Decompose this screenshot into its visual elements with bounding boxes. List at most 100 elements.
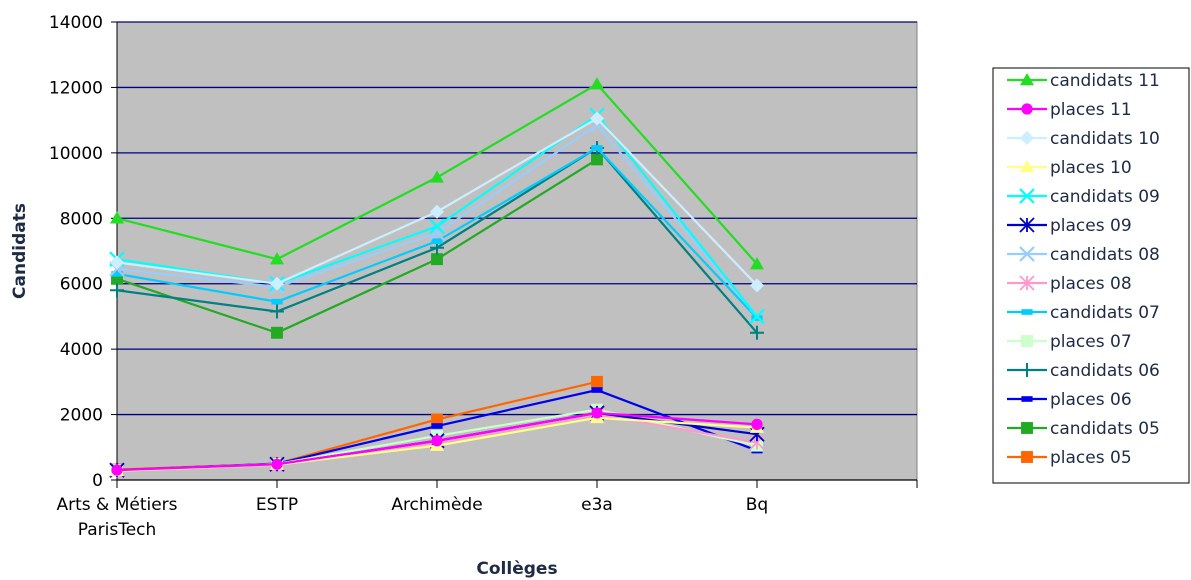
x-tick-label-line: Arts & Métiers — [56, 495, 177, 515]
data-point — [271, 298, 283, 305]
series-layer — [109, 77, 765, 479]
legend-swatch-marker — [1019, 217, 1035, 233]
legend-label: places 07 — [1050, 332, 1132, 352]
data-point — [111, 271, 123, 277]
legend-label: places 08 — [1050, 274, 1132, 294]
data-point — [591, 387, 603, 393]
legend-swatch-marker — [1021, 396, 1033, 402]
series-candidats-11 — [110, 77, 764, 270]
legend-item: places 05 — [1007, 448, 1132, 468]
legend-swatch-marker — [1021, 335, 1033, 347]
legend-item: places 11 — [1007, 100, 1132, 120]
data-point — [751, 418, 763, 430]
data-point — [270, 304, 284, 319]
x-tick-labels: Arts & Métiers ParisTech ESTP Archimède e3a B… — [56, 495, 768, 540]
legend-label: places 11 — [1050, 100, 1132, 120]
legend-item: candidats 08 — [1007, 245, 1160, 265]
legend-label: places 10 — [1050, 158, 1132, 178]
legend: candidats 11 places 11 candidats 10 places … — [992, 67, 1190, 484]
data-point — [590, 77, 604, 90]
series-candidats-10 — [110, 111, 764, 293]
legend-item: candidats 06 — [1007, 361, 1160, 381]
data-point — [431, 238, 443, 244]
legend-item: places 08 — [1007, 274, 1132, 294]
data-point — [111, 272, 123, 285]
plot-area — [116, 21, 918, 481]
x-tick-label: Arts & Métiers ParisTech — [56, 495, 177, 540]
data-point — [271, 326, 283, 339]
data-point — [431, 435, 443, 447]
data-point — [110, 283, 124, 298]
data-point — [430, 170, 444, 183]
legend-item: places 06 — [1007, 390, 1132, 410]
x-tick-label-line: Archimède — [391, 495, 482, 515]
data-point — [270, 252, 284, 265]
data-point — [591, 153, 603, 166]
y-tick-labels: 0 2000 4000 6000 8000 10000 12000 14000 — [49, 13, 103, 491]
legend-label: candidats 11 — [1050, 71, 1160, 91]
legend-swatch-marker — [1021, 309, 1033, 315]
legend-item: places 09 — [1007, 216, 1132, 236]
x-tick-label: Archimède — [391, 495, 482, 515]
legend-item: candidats 09 — [1007, 187, 1160, 207]
legend-swatch-marker — [1021, 451, 1033, 463]
series-line — [116, 158, 598, 334]
x-tick-label-line: ParisTech — [78, 520, 157, 540]
legend-swatch-marker — [1019, 246, 1035, 262]
legend-item: candidats 10 — [1007, 129, 1160, 149]
data-point — [591, 407, 603, 419]
legend-swatch-marker — [1020, 131, 1034, 145]
data-point — [431, 253, 443, 266]
x-tick-label-line: ESTP — [256, 495, 298, 515]
data-point — [110, 255, 124, 270]
series-candidats-05 — [111, 153, 603, 339]
data-point — [270, 276, 284, 291]
legend-swatch-marker — [1019, 275, 1035, 291]
legend-label: places 06 — [1050, 390, 1132, 410]
data-point — [110, 211, 124, 224]
y-tick-label: 10000 — [49, 144, 103, 164]
x-axis-title: Collèges — [476, 559, 557, 579]
data-point — [271, 458, 283, 470]
legend-label: places 05 — [1050, 448, 1132, 468]
axes — [111, 21, 918, 488]
y-tick-label: 6000 — [60, 275, 103, 295]
data-point — [750, 325, 764, 340]
legend-item: candidats 11 — [1007, 71, 1160, 91]
series-places-11 — [111, 407, 763, 476]
data-point — [430, 204, 444, 219]
legend-swatch-marker — [1020, 73, 1034, 86]
legend-item: candidats 05 — [1007, 419, 1160, 439]
x-tick-label-line: e3a — [581, 495, 613, 515]
legend-label: candidats 09 — [1050, 187, 1160, 207]
y-tick-label: 4000 — [60, 340, 103, 360]
x-tick-label: e3a — [581, 495, 613, 515]
data-point — [431, 423, 443, 429]
legend-label: candidats 08 — [1050, 245, 1160, 265]
x-tick-label-line: Bq — [746, 495, 768, 515]
series-candidats-07 — [111, 145, 763, 321]
legend-item: candidats 07 — [1007, 303, 1160, 323]
legend-swatch-marker — [1021, 103, 1033, 115]
legend-swatch-marker — [1020, 160, 1034, 173]
data-point — [750, 278, 764, 293]
legend-label: places 09 — [1050, 216, 1132, 236]
y-tick-label: 2000 — [60, 406, 103, 426]
data-point — [429, 218, 445, 235]
legend-label: candidats 10 — [1050, 129, 1160, 149]
y-tick-label: 12000 — [49, 78, 103, 98]
data-point — [749, 308, 765, 325]
data-point — [111, 464, 123, 476]
x-tick-label: ESTP — [256, 495, 298, 515]
data-point — [751, 315, 763, 321]
y-axis-title: Candidats — [10, 203, 30, 299]
legend-item: places 10 — [1007, 158, 1132, 178]
legend-label: candidats 07 — [1050, 303, 1160, 323]
legend-label: candidats 06 — [1050, 361, 1160, 381]
data-point — [431, 413, 443, 426]
legend-label: candidats 05 — [1050, 419, 1160, 439]
legend-swatch-marker — [1021, 422, 1033, 434]
legend-swatch-marker — [1020, 363, 1034, 377]
data-point — [590, 111, 604, 126]
